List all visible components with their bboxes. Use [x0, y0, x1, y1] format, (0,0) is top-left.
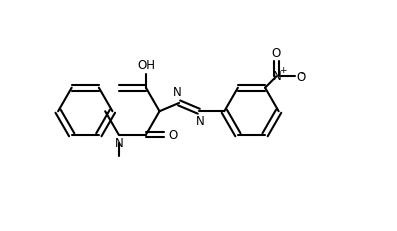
Text: N: N [196, 115, 204, 128]
Text: +: + [279, 66, 287, 75]
Text: OH: OH [137, 59, 155, 72]
Text: N: N [273, 70, 281, 83]
Text: -: - [301, 67, 304, 78]
Text: O: O [169, 129, 178, 142]
Text: O: O [297, 70, 306, 84]
Text: N: N [173, 86, 182, 99]
Text: O: O [272, 46, 281, 59]
Text: N: N [114, 137, 123, 150]
